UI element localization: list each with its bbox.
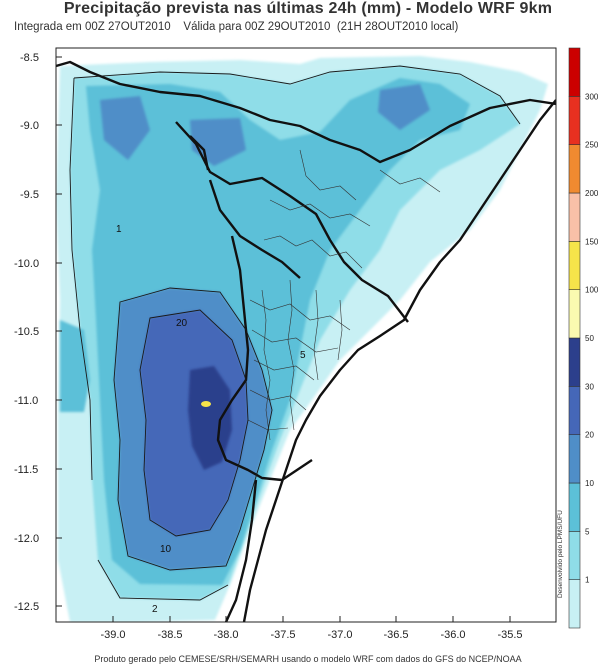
svg-text:-36.0: -36.0: [440, 629, 465, 641]
colorbar-swatch: [568, 47, 581, 97]
y-tick: -11.5: [14, 464, 62, 476]
integration-time: Integrada em 00Z 27OUT2010: [14, 21, 171, 33]
validity-time: Válida para 00Z 29OUT2010 (21H 28OUT2010…: [183, 21, 459, 33]
svg-text:-10.5: -10.5: [14, 326, 39, 338]
svg-text:-9.0: -9.0: [20, 120, 39, 132]
svg-text:-36.5: -36.5: [383, 629, 408, 641]
svg-text:-11.5: -11.5: [14, 464, 38, 476]
precip-zone-50mm: [188, 366, 232, 470]
contour-lines: [69, 65, 521, 601]
map-subtitle: Integrada em 00Z 27OUT2010 Válida para 0…: [14, 21, 458, 33]
svg-text:-10.0: -10.0: [14, 258, 39, 270]
colorbar-swatch: [568, 96, 581, 145]
map-title: Precipitação prevista nas últimas 24h (m…: [63, 0, 553, 17]
y-tick: -9.0: [20, 120, 62, 132]
colorbar-label: 10: [585, 479, 594, 488]
x-tick: -37.5: [270, 616, 296, 641]
svg-text:-38.5: -38.5: [157, 629, 182, 641]
colorbar-swatch: [568, 482, 581, 532]
y-tick: -10.5: [14, 326, 62, 338]
contour-label: 20: [176, 318, 188, 329]
colorbar-label: 50: [585, 334, 594, 343]
contour-label: 1: [116, 224, 122, 235]
svg-text:-37.5: -37.5: [270, 629, 295, 641]
municipal-borders: [247, 149, 441, 441]
x-tick: -36.5: [383, 616, 409, 641]
precip-zone-100mm: [201, 401, 211, 407]
colorbar-swatch: [568, 386, 581, 435]
border-south: [224, 479, 258, 622]
x-tick: -38.5: [157, 616, 183, 641]
colorbar-label: 30: [585, 382, 594, 391]
y-tick: -12.0: [14, 533, 62, 545]
colorbar-label: 1: [585, 576, 590, 585]
border-sergipe-bahia: [189, 135, 210, 171]
border-bahia-east: [216, 235, 313, 482]
colorbar-label: 100: [585, 286, 599, 295]
border-alagoas-sergipe: [208, 179, 301, 279]
x-tick: -36.0: [440, 616, 466, 641]
colorbar-swatch: [568, 434, 581, 484]
svg-text:-37.0: -37.0: [327, 629, 352, 641]
colorbar-swatch: [568, 241, 581, 290]
colorbar: 1 5 10 20 30 50 100 150 200 250 300: [568, 47, 599, 629]
y-tick: -8.5: [20, 52, 62, 64]
contour-label: 2: [152, 604, 158, 615]
colorbar-label: 200: [585, 189, 599, 198]
precipitation-fields: [56, 56, 548, 622]
state-borders: [56, 60, 556, 622]
colorbar-label: 150: [585, 237, 599, 246]
x-tick: -35.5: [497, 616, 523, 641]
svg-text:-35.5: -35.5: [497, 629, 522, 641]
svg-text:-9.5: -9.5: [20, 189, 39, 201]
svg-text:-12.5: -12.5: [14, 601, 39, 613]
colorbar-swatch: [568, 289, 581, 339]
colorbar-swatch: [568, 192, 581, 242]
contour-label: 5: [300, 350, 306, 361]
y-tick: -11.0: [14, 395, 62, 407]
svg-text:-38.0: -38.0: [213, 629, 238, 641]
svg-text:-11.0: -11.0: [14, 395, 38, 407]
colorbar-label: 20: [585, 431, 594, 440]
y-tick: -12.5: [14, 601, 62, 613]
colorbar-swatch: [568, 337, 581, 387]
x-tick: -37.0: [327, 616, 353, 641]
footer-credit: Produto gerado pelo CEMESE/SRH/SEMARH us…: [94, 654, 522, 664]
credit-text: Desenvolvido pelo LPMS/UFU: [557, 510, 564, 598]
x-tick: -38.0: [213, 616, 239, 641]
colorbar-swatch: [568, 531, 581, 580]
colorbar-swatch: [568, 579, 581, 629]
plot-frame: [55, 47, 557, 623]
svg-text:-12.0: -12.0: [14, 533, 39, 545]
contour-label: 10: [160, 544, 172, 555]
contour-labels: 1 5 10 20 2: [116, 224, 306, 615]
y-axis: -8.5 -9.0 -9.5 -10.0 -10.5 -11.0 -11.5 -…: [14, 52, 62, 613]
coastline: [242, 99, 556, 622]
colorbar-label: 250: [585, 141, 599, 150]
y-tick: -10.0: [14, 258, 62, 270]
colorbar-swatch: [568, 144, 581, 194]
x-tick: -39.0: [100, 616, 126, 641]
x-axis: -39.0 -38.5 -38.0 -37.5 -37.0 -36.5 -36.…: [100, 616, 523, 641]
svg-text:-8.5: -8.5: [20, 52, 39, 64]
svg-text:-39.0: -39.0: [100, 629, 125, 641]
colorbar-label: 300: [585, 92, 599, 101]
colorbar-label: 5: [585, 527, 590, 536]
y-tick: -9.5: [20, 189, 62, 201]
border-north: [56, 60, 556, 164]
